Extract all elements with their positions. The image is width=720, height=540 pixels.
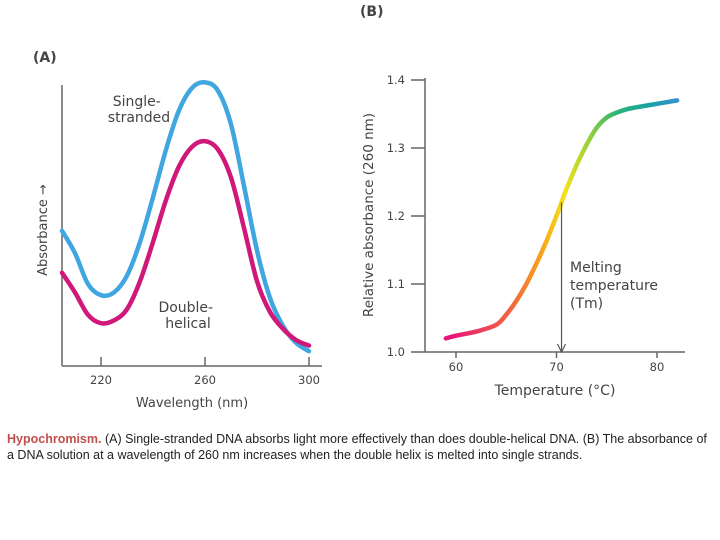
panel-b-label: (B) xyxy=(360,4,383,20)
annotation-melting-line3: (Tm) xyxy=(570,296,603,312)
figure-caption: Hypochromism. (A) Single-stranded DNA ab… xyxy=(7,431,713,463)
caption-text: (A) Single-stranded DNA absorbs light mo… xyxy=(7,432,707,462)
panel-b-series xyxy=(443,98,680,341)
annotation-melting-temperature: Melting temperature (Tm) xyxy=(570,260,662,312)
hypochromism-figure: (A) Absorbance → 220 260 300 Wavelength (n… xyxy=(33,4,685,411)
panel-a-x-axis-label: Wavelength (nm) xyxy=(136,396,248,411)
panel-a-y-axis-label: Absorbance → xyxy=(36,184,51,276)
panel-a-label: (A) xyxy=(33,50,57,66)
panel-b-y-tick-label: 1.0 xyxy=(387,345,405,359)
annotation-single-stranded: Single- stranded xyxy=(108,94,170,126)
melting-temperature-marker xyxy=(556,202,567,354)
annotation-melting-line2: temperature xyxy=(570,278,658,294)
panel-b-x-tick-label: 80 xyxy=(650,360,665,374)
panel-b-x-axis-label: Temperature (°C) xyxy=(494,383,616,399)
panel-b-y-tick-label: 1.4 xyxy=(387,73,405,87)
annotation-melting-line1: Melting xyxy=(570,260,622,276)
panel-b-y-tick-label: 1.3 xyxy=(387,141,405,155)
annotation-double-helical: Double- helical xyxy=(158,300,217,332)
panel-a-x-tick-label: 300 xyxy=(298,373,320,387)
panel-b-y-tick-label: 1.2 xyxy=(387,209,405,223)
panel-b-ticks: 1.0 1.1 1.2 1.3 1.4 60 70 80 xyxy=(387,73,665,374)
double-helical-curve xyxy=(59,138,312,348)
annotation-double-helical-line2: helical xyxy=(165,316,210,332)
caption-lead: Hypochromism. xyxy=(7,432,102,446)
panel-b-x-tick-label: 60 xyxy=(449,360,464,374)
panel-a-series xyxy=(59,80,312,354)
annotation-single-stranded-line2: stranded xyxy=(108,110,170,126)
tm-arrowhead xyxy=(556,343,567,354)
panel-a-x-ticks: 220 260 300 xyxy=(90,357,320,387)
panel-b-y-axis-label: Relative absorbance (260 nm) xyxy=(361,113,377,317)
annotation-double-helical-line1: Double- xyxy=(158,300,213,316)
panel-b-x-tick-label: 70 xyxy=(549,360,564,374)
panel-a-x-tick-label: 220 xyxy=(90,373,112,387)
panel-a: (A) Absorbance → 220 260 300 Wavelength (n… xyxy=(33,50,322,411)
panel-b-y-tick-label: 1.1 xyxy=(387,277,405,291)
annotation-single-stranded-line1: Single- xyxy=(113,94,161,110)
melting-curve xyxy=(443,98,680,341)
single-stranded-curve xyxy=(59,80,312,354)
panel-a-x-tick-label: 260 xyxy=(194,373,216,387)
panel-b: (B) Relative absorbance (260 nm) 1.01.11… xyxy=(360,4,685,399)
